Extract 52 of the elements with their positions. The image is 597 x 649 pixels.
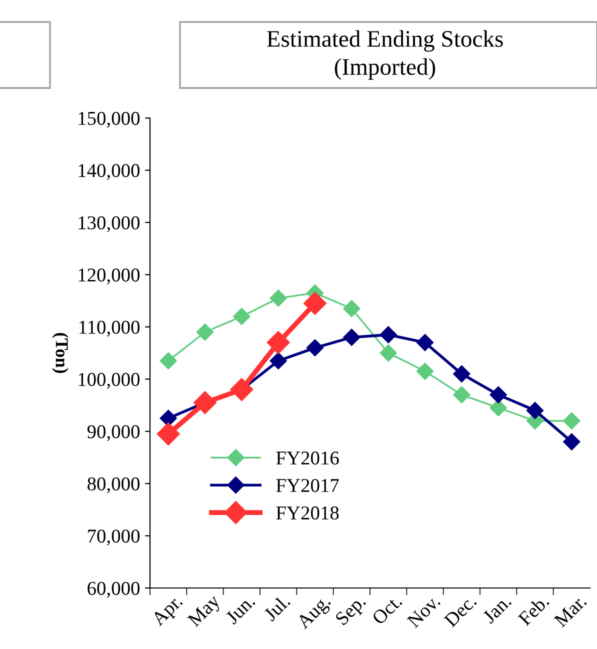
point [196, 324, 214, 341]
y-tick-label: 110,000 [80, 320, 140, 337]
point [563, 412, 580, 430]
point [490, 386, 507, 404]
x-tick-label: Nov. [406, 594, 441, 628]
legend-label: FY2017 [276, 478, 339, 492]
point [270, 290, 287, 307]
point [266, 331, 290, 354]
x-tick-label: Apr. [150, 594, 186, 630]
point [343, 300, 360, 318]
point [270, 352, 287, 370]
legend-label: FY2018 [276, 506, 339, 520]
point [416, 362, 434, 380]
y-tick-label: 90,000 [87, 425, 140, 442]
x-tick-label: Jun. [224, 594, 256, 625]
x-tick-label: Aug. [296, 594, 334, 632]
y-tick-label: 150,000 [78, 112, 140, 128]
legend-label: FY2016 [276, 451, 339, 465]
y-tick-label: 60,000 [88, 582, 140, 598]
x-tick-label: Jul. [262, 594, 291, 622]
point [526, 402, 544, 419]
point [160, 352, 177, 370]
point [230, 378, 254, 402]
point [343, 328, 360, 346]
x-tick-label: Feb. [517, 594, 550, 626]
point [160, 410, 177, 427]
point [490, 399, 507, 416]
x-tick-label: Oct. [371, 594, 403, 626]
point [233, 308, 250, 325]
x-tick-label: Jan. [482, 594, 512, 624]
point [380, 344, 397, 362]
y-tick-label: 100,000 [78, 372, 140, 389]
chart-title: Estimated Ending Stocks (Imported) [266, 30, 503, 80]
point [194, 391, 216, 414]
point [156, 422, 180, 446]
point [306, 339, 324, 356]
point [304, 292, 326, 315]
x-tick-label: Mar. [554, 594, 588, 628]
x-tick-label: Sep. [334, 594, 370, 628]
y-tick-label: 80,000 [88, 477, 140, 494]
point [416, 334, 434, 352]
point [453, 365, 470, 382]
x-tick-label: May [187, 593, 224, 630]
y-tick-label: 140,000 [78, 164, 140, 180]
point [453, 386, 470, 404]
y-tick-label: 130,000 [78, 216, 140, 232]
y-tick-label: 120,000 [78, 268, 140, 284]
point [563, 433, 580, 450]
x-tick-label: Dec. [444, 594, 478, 628]
y-tick-label: 70,000 [88, 530, 140, 546]
y-axis-title: (Ton) [52, 333, 68, 373]
point [380, 326, 397, 344]
